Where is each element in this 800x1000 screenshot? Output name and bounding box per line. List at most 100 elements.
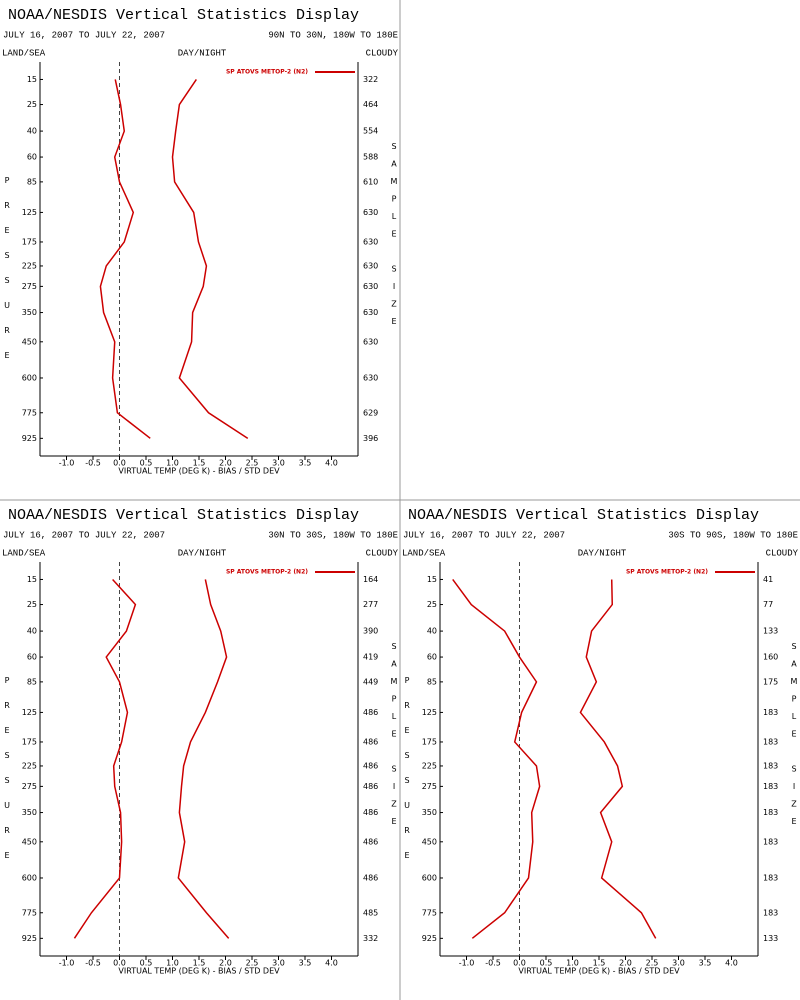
- y-tick-label: 775: [22, 408, 37, 417]
- title: NOAA/NESDIS Vertical Statistics Display: [8, 507, 359, 524]
- x-tick-label: 1.5: [193, 959, 206, 968]
- y-tick-label: 175: [22, 237, 37, 246]
- land-sea: LAND/SEA: [2, 48, 46, 58]
- x-tick-label: 3.5: [699, 959, 712, 968]
- y2-label: SAMPLE SIZE: [390, 642, 399, 835]
- series-line: [177, 579, 230, 939]
- y-tick-label: 85: [427, 677, 437, 686]
- x-tick-label: 3.0: [272, 459, 285, 468]
- y-tick-label: 925: [22, 434, 37, 443]
- sample-size: 630: [363, 308, 378, 317]
- title: NOAA/NESDIS Vertical Statistics Display: [408, 507, 759, 524]
- sample-size: 588: [363, 153, 378, 162]
- y-tick-label: 225: [422, 761, 437, 770]
- y-tick-label: 25: [27, 600, 37, 609]
- x-tick-label: 3.0: [272, 959, 285, 968]
- sample-size: 183: [763, 837, 778, 846]
- sample-size: 183: [763, 737, 778, 746]
- subtitle: JULY 16, 2007 TO JULY 22, 2007: [3, 30, 165, 40]
- sample-size: 630: [363, 237, 378, 246]
- y-tick-label: 775: [422, 908, 437, 917]
- sample-size: 41: [763, 575, 773, 584]
- region: 90N TO 30N, 180W TO 180E: [268, 30, 398, 40]
- day-night: DAY/NIGHT: [178, 548, 227, 558]
- sample-size: 183: [763, 761, 778, 770]
- y-tick-label: 60: [27, 653, 37, 662]
- y-tick-label: 40: [427, 627, 437, 636]
- x-tick-label: 4.0: [325, 459, 338, 468]
- y-tick-label: 85: [27, 677, 37, 686]
- sample-size: 390: [363, 627, 378, 636]
- panel: NOAA/NESDIS Vertical Statistics Display J…: [402, 507, 799, 976]
- y-tick-label: 450: [22, 837, 37, 846]
- y-tick-label: 60: [427, 653, 437, 662]
- sample-size: 183: [763, 808, 778, 817]
- y-tick-label: 60: [27, 153, 37, 162]
- x-tick-label: 4.0: [725, 959, 738, 968]
- x-tick-label: 0.0: [113, 959, 126, 968]
- x-tick-label: 3.5: [299, 459, 312, 468]
- panel: NOAA/NESDIS Vertical Statistics Display J…: [2, 7, 399, 476]
- x-tick-label: 2.5: [246, 459, 259, 468]
- sample-size: 183: [763, 873, 778, 882]
- y-tick-label: 15: [427, 575, 437, 584]
- x-tick-label: 1.5: [193, 459, 206, 468]
- y-tick-label: 600: [22, 373, 37, 382]
- x-label: VIRTUAL TEMP (DEG K) - BIAS / STD DEV: [518, 967, 680, 976]
- sample-size: 164: [363, 575, 378, 584]
- y-tick-label: 600: [422, 873, 437, 882]
- sample-size: 277: [363, 600, 378, 609]
- region: 30S TO 90S, 180W TO 180E: [668, 530, 798, 540]
- land-sea: LAND/SEA: [402, 548, 446, 558]
- sample-size: 183: [763, 782, 778, 791]
- y-tick-label: 600: [22, 873, 37, 882]
- legend-label: SP ATOVS METOP-2 (N2): [626, 569, 708, 576]
- y-tick-label: 275: [422, 782, 437, 791]
- sample-size: 630: [363, 373, 378, 382]
- sample-size: 630: [363, 282, 378, 291]
- y-tick-label: 15: [27, 75, 37, 84]
- cloudy: CLOUDY: [366, 48, 399, 58]
- sample-size: 183: [763, 708, 778, 717]
- y-tick-label: 85: [27, 177, 37, 186]
- land-sea: LAND/SEA: [2, 548, 46, 558]
- sample-size: 486: [363, 782, 378, 791]
- day-night: DAY/NIGHT: [578, 548, 627, 558]
- y-tick-label: 25: [427, 600, 437, 609]
- y2-label: SAMPLE SIZE: [390, 142, 399, 335]
- sample-size: 630: [363, 261, 378, 270]
- y-tick-label: 125: [22, 708, 37, 717]
- series-line: [579, 579, 657, 939]
- sample-size: 486: [363, 837, 378, 846]
- region: 30N TO 30S, 180W TO 180E: [268, 530, 398, 540]
- x-tick-label: -0.5: [85, 959, 101, 968]
- x-tick-label: 3.0: [672, 959, 685, 968]
- y-tick-label: 225: [22, 761, 37, 770]
- x-tick-label: 2.5: [646, 959, 659, 968]
- sample-size: 419: [363, 653, 378, 662]
- series-line: [99, 79, 151, 439]
- sample-size: 133: [763, 934, 778, 943]
- y-tick-label: 175: [22, 737, 37, 746]
- x-tick-label: 1.0: [166, 959, 179, 968]
- sample-size: 630: [363, 208, 378, 217]
- y-tick-label: 925: [22, 934, 37, 943]
- y-tick-label: 40: [27, 627, 37, 636]
- x-tick-label: 2.5: [246, 959, 259, 968]
- x-tick-label: 0.0: [113, 459, 126, 468]
- sample-size: 175: [763, 677, 778, 686]
- cloudy: CLOUDY: [366, 548, 399, 558]
- series-line: [73, 578, 137, 939]
- y2-label: SAMPLE SIZE: [790, 642, 799, 835]
- panel: NOAA/NESDIS Vertical Statistics Display J…: [2, 507, 399, 976]
- y-tick-label: 350: [22, 808, 37, 817]
- title: NOAA/NESDIS Vertical Statistics Display: [8, 7, 359, 24]
- sample-size: 485: [363, 908, 378, 917]
- x-tick-label: 0.5: [540, 959, 553, 968]
- y-tick-label: 450: [422, 837, 437, 846]
- sample-size: 396: [363, 434, 378, 443]
- sample-size: 630: [363, 337, 378, 346]
- x-tick-label: 0.0: [513, 959, 526, 968]
- cloudy: CLOUDY: [766, 548, 799, 558]
